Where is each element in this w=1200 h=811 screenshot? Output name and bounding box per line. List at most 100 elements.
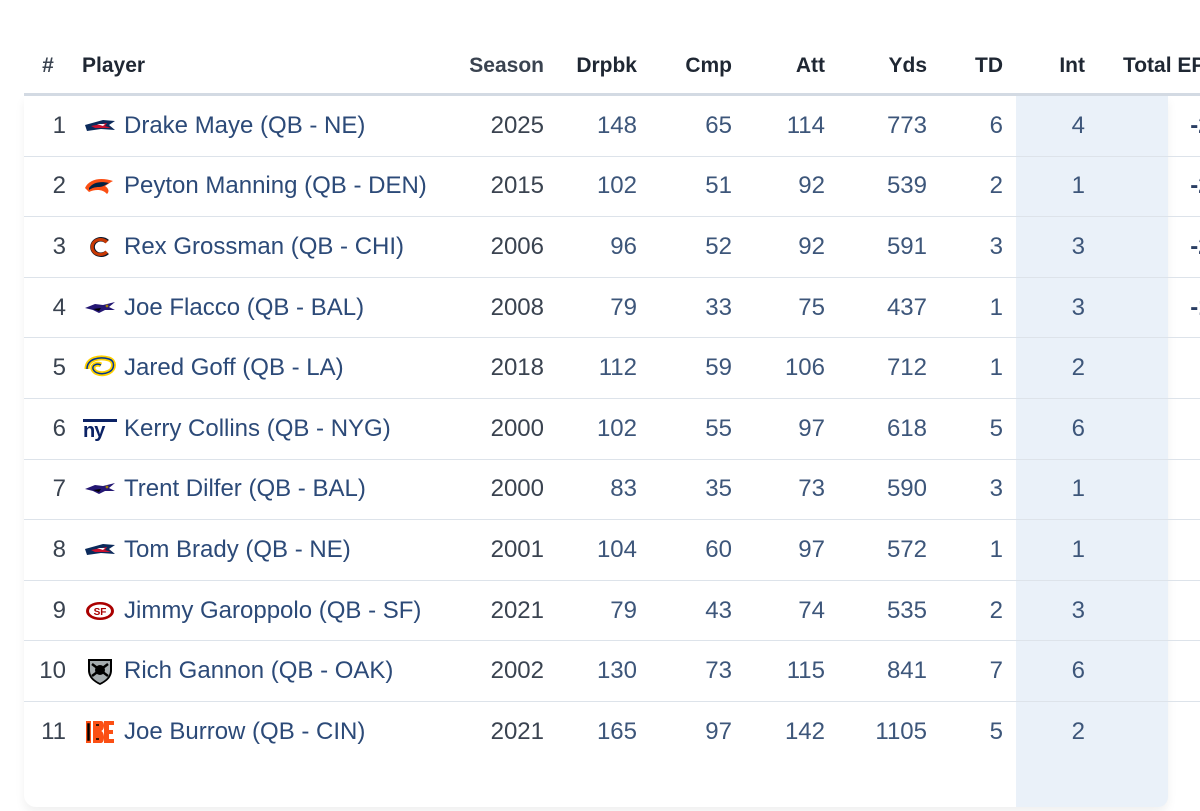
player-link[interactable]: Joe Flacco (QB - BAL) xyxy=(82,294,462,322)
rank-cell: 11 xyxy=(41,717,66,745)
broncos-logo-icon xyxy=(82,172,118,200)
rank-cell: 7 xyxy=(24,459,72,521)
player-name[interactable]: Rich Gannon (QB - OAK) xyxy=(124,657,394,685)
rank-cell: 8 xyxy=(24,519,72,581)
total-epa-cell: -29.2 xyxy=(1095,94,1200,157)
drpbk-cell: 79 xyxy=(554,580,647,642)
drpbk-cell: 112 xyxy=(554,337,647,399)
total-epa-cell: -1.1 xyxy=(1095,580,1200,642)
rank-cell: 5 xyxy=(24,337,72,399)
bengals-logo-icon xyxy=(82,718,118,746)
rank-cell: 4 xyxy=(24,277,72,339)
int-cell: 4 xyxy=(1013,94,1095,157)
table-row: 10 Rich Gannon (QB - OAK) 2002 130 73 115 841 7… xyxy=(24,640,1200,702)
att-cell: 114 xyxy=(742,94,835,157)
header-total-epa[interactable]: Total EPA xyxy=(1095,38,1200,96)
player-name[interactable]: Jimmy Garoppolo (QB - SF) xyxy=(124,596,422,624)
player-name[interactable]: Jared Goff (QB - LA) xyxy=(124,354,344,382)
player-name[interactable]: Joe Burrow (QB - CIN) xyxy=(124,717,366,745)
player-name[interactable]: Rex Grossman (QB - CHI) xyxy=(124,232,405,260)
player-link[interactable]: Rex Grossman (QB - CHI) xyxy=(82,233,462,261)
table-row: 3 Rex Grossman (QB - CHI) 2006 96 52 92 591 3 3-… xyxy=(24,216,1200,278)
int-cell: 2 xyxy=(1071,717,1085,745)
header-att[interactable]: Att xyxy=(742,38,835,96)
att-cell: 106 xyxy=(742,337,835,399)
yds-cell: 591 xyxy=(835,216,937,278)
player-name[interactable]: Trent Dilfer (QB - BAL) xyxy=(124,475,366,503)
drpbk-cell: 102 xyxy=(554,156,647,218)
drpbk-cell: 130 xyxy=(554,640,647,702)
header-cmp[interactable]: Cmp xyxy=(647,38,742,96)
season-cell: 2002 xyxy=(462,640,554,702)
att-cell: 142 xyxy=(784,717,825,745)
table-row: 9 SF Jimmy Garoppolo (QB - SF) 2021 79 43 74 53… xyxy=(24,580,1200,642)
header-player[interactable]: Player xyxy=(72,38,462,96)
rank-cell: 10 xyxy=(24,640,72,702)
header-td[interactable]: TD xyxy=(937,38,1013,96)
att-cell: 74 xyxy=(742,580,835,642)
drpbk-cell: 104 xyxy=(554,519,647,581)
player-name[interactable]: Drake Maye (QB - NE) xyxy=(124,111,366,139)
player-link[interactable]: Trent Dilfer (QB - BAL) xyxy=(82,475,462,503)
svg-text:ny: ny xyxy=(83,420,106,441)
qb-stats-table: # Player Season Drpbk Cmp Att Yds TD Int… xyxy=(24,38,1200,762)
cmp-cell: 33 xyxy=(647,277,742,339)
ravens-logo-icon xyxy=(82,475,118,503)
season-cell: 2018 xyxy=(462,337,554,399)
player-name[interactable]: Tom Brady (QB - NE) xyxy=(124,535,351,563)
att-cell: 92 xyxy=(742,216,835,278)
header-total-epa-label: Total EPA xyxy=(1122,53,1200,77)
drpbk-cell: 165 xyxy=(596,717,637,745)
drpbk-cell: 79 xyxy=(554,277,647,339)
player-link[interactable]: Joe Burrow (QB - CIN) xyxy=(82,718,462,746)
td-cell: 1 xyxy=(937,519,1013,581)
season-cell: 2015 xyxy=(462,156,554,218)
season-cell: 2021 xyxy=(462,580,554,642)
att-cell: 92 xyxy=(742,156,835,218)
header-drpbk[interactable]: Drpbk xyxy=(554,38,647,96)
player-link[interactable]: Rich Gannon (QB - OAK) xyxy=(82,657,462,686)
player-link[interactable]: Jared Goff (QB - LA) xyxy=(82,354,462,382)
td-cell: 1 xyxy=(937,337,1013,399)
att-cell: 97 xyxy=(742,519,835,581)
giants-logo-icon: ny xyxy=(82,415,118,443)
att-cell: 97 xyxy=(742,398,835,460)
table-row: 2 Peyton Manning (QB - DEN) 2015 102 51 92 539… xyxy=(24,156,1200,218)
player-link[interactable]: ny Kerry Collins (QB - NYG) xyxy=(82,415,462,443)
yds-cell: 712 xyxy=(835,337,937,399)
player-link[interactable]: Peyton Manning (QB - DEN) xyxy=(82,172,462,200)
header-rank[interactable]: # xyxy=(24,38,72,96)
player-cell: Tom Brady (QB - NE) xyxy=(72,519,462,581)
49ers-logo-icon: SF xyxy=(82,597,118,625)
player-link[interactable]: Tom Brady (QB - NE) xyxy=(82,536,462,564)
yds-cell: 773 xyxy=(835,94,937,157)
td-cell: 3 xyxy=(937,459,1013,521)
rank-cell: 6 xyxy=(24,398,72,460)
cmp-cell: 97 xyxy=(705,717,732,745)
header-yds[interactable]: Yds xyxy=(835,38,937,96)
td-cell: 3 xyxy=(937,216,1013,278)
header-season[interactable]: Season xyxy=(462,38,554,96)
yds-cell: 539 xyxy=(835,156,937,218)
header-int[interactable]: Int xyxy=(1013,38,1095,96)
season-cell: 2001 xyxy=(462,519,554,581)
season-cell: 2008 xyxy=(462,277,554,339)
int-cell: 3 xyxy=(1013,216,1095,278)
table-body: 1 Drake Maye (QB - NE) 2025 148 65 114 773 6 4-2… xyxy=(24,94,1200,762)
player-link[interactable]: Drake Maye (QB - NE) xyxy=(82,112,462,140)
table-header-row: # Player Season Drpbk Cmp Att Yds TD Int… xyxy=(24,38,1200,96)
player-cell: Jared Goff (QB - LA) xyxy=(72,337,462,399)
player-name[interactable]: Joe Flacco (QB - BAL) xyxy=(124,293,365,321)
player-name[interactable]: Kerry Collins (QB - NYG) xyxy=(124,414,391,442)
player-cell: Trent Dilfer (QB - BAL) xyxy=(72,459,462,521)
player-cell: ny Kerry Collins (QB - NYG) xyxy=(72,398,462,460)
total-epa-cell: -0.1 xyxy=(1095,640,1200,702)
svg-text:SF: SF xyxy=(94,607,107,618)
player-name[interactable]: Peyton Manning (QB - DEN) xyxy=(124,172,427,200)
ravens-logo-icon xyxy=(82,294,118,322)
td-cell: 1 xyxy=(937,277,1013,339)
player-link[interactable]: SF Jimmy Garoppolo (QB - SF) xyxy=(82,597,462,625)
total-epa-cell: -18.2 xyxy=(1095,277,1200,339)
patriots-logo-icon xyxy=(82,112,118,140)
